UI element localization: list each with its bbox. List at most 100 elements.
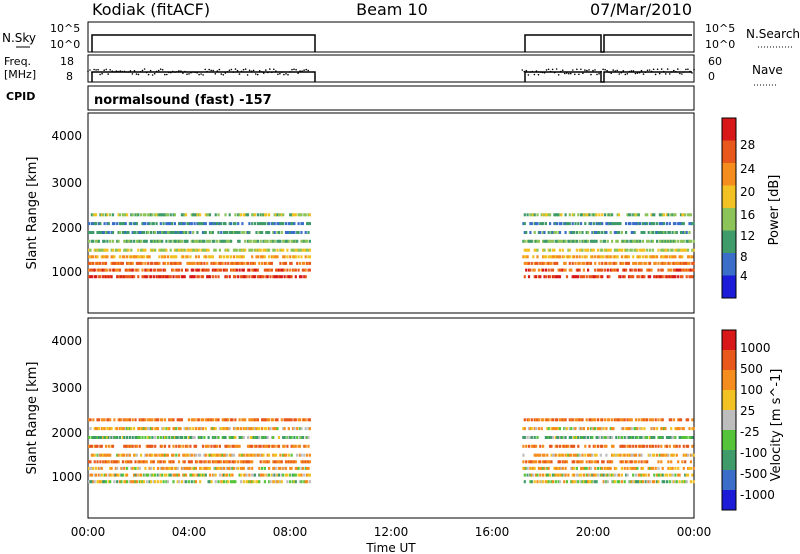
velocity-marks-cell: [204, 418, 207, 422]
velocity-marks-cell: [152, 473, 155, 477]
velocity-marks-cell: [665, 453, 669, 457]
velocity-marks-cell: [211, 418, 214, 422]
velocity-marks-cell: [560, 436, 563, 439]
power-marks-cell: [629, 222, 632, 226]
power-marks-cell: [671, 255, 674, 259]
velocity-marks-cell: [671, 480, 674, 484]
power-marks-cell: [612, 222, 615, 226]
velocity-marks-cell: [634, 427, 638, 431]
power-marks-cell: [111, 222, 115, 226]
velocity-marks-cell: [668, 418, 671, 422]
velocity-marks-cell: [565, 460, 569, 464]
power-marks-cell: [663, 248, 666, 252]
power-marks-cell: [603, 248, 607, 252]
power-marks-cell: [575, 231, 578, 234]
power-marks-cell: [679, 261, 683, 265]
power-marks-cell: [234, 275, 237, 279]
power-marks-cell: [89, 255, 92, 259]
freq-dot: [125, 71, 128, 73]
power-marks-cell: [594, 213, 597, 217]
power-marks-cell: [225, 255, 228, 259]
velocity-marks-cell: [207, 466, 210, 470]
power-marks-cell: [137, 248, 140, 252]
freq-dot: [157, 69, 160, 72]
power-marks-cell: [629, 268, 632, 272]
velocity-marks-cell: [214, 473, 217, 477]
power-colorbar-swatch: [722, 253, 736, 276]
x-axis: 00:00 04:00 08:00 12:00 16:00 20:00 00:0…: [71, 525, 712, 554]
power-marks-cell: [155, 222, 158, 226]
power-marks-cell: [162, 255, 165, 259]
velocity-marks-cell: [601, 436, 604, 439]
power-marks-cell: [685, 275, 688, 279]
freq-dot: [200, 73, 202, 75]
power-marks-cell: [171, 261, 174, 265]
velocity-marks-cell: [208, 460, 212, 464]
velocity-marks-cell: [539, 453, 542, 457]
power-marks-cell: [300, 213, 303, 217]
freq-dot: [119, 70, 122, 72]
power-marks-cell: [128, 222, 131, 226]
power-marks-cell: [124, 239, 127, 243]
power-marks-cell: [126, 261, 129, 265]
power-colorbar: [721, 117, 737, 299]
power-marks-cell: [284, 239, 288, 243]
power-marks-cell: [142, 231, 145, 234]
power-marks-cell: [235, 248, 238, 252]
power-marks-cell: [684, 268, 687, 272]
velocity-marks-cell: [634, 466, 638, 470]
velocity-marks-cell: [522, 427, 525, 431]
power-marks-cell: [585, 248, 588, 252]
power-marks-cell: [692, 268, 695, 272]
power-marks-cell: [578, 248, 581, 252]
velocity-ytick-4000: 4000: [51, 334, 82, 348]
power-marks-cell: [533, 261, 536, 265]
velocity-marks-cell: [287, 427, 290, 431]
velocity-marks-cell: [627, 444, 631, 448]
power-marks-cell: [685, 248, 688, 252]
velocity-marks-cell: [113, 460, 116, 464]
velocity-marks-cell: [95, 427, 98, 431]
power-marks-cell: [547, 275, 550, 279]
power-marks-cell: [646, 255, 649, 259]
power-marks-cell: [104, 248, 108, 252]
velocity-marks-cell: [523, 480, 526, 484]
velocity-marks-cell: [574, 436, 577, 439]
power-marks-cell: [582, 213, 585, 217]
velocity-marks-cell: [194, 444, 198, 448]
velocity-marks-cell: [103, 427, 106, 431]
velocity-marks-cell: [670, 427, 673, 431]
velocity-marks-cell: [228, 453, 231, 457]
velocity-marks-cell: [644, 418, 647, 422]
velocity-marks-cell: [537, 427, 540, 431]
velocity-marks-cell: [224, 418, 227, 422]
velocity-marks-cell: [223, 436, 226, 439]
power-marks-cell: [173, 261, 176, 265]
velocity-marks-cell: [107, 436, 110, 439]
velocity-marks-cell: [145, 427, 148, 431]
velocity-marks-cell: [256, 480, 259, 484]
velocity-marks-cell: [239, 460, 243, 464]
power-marks-cell: [90, 222, 93, 226]
freq-dot: [610, 72, 612, 75]
velocity-marks-cell: [537, 453, 540, 457]
power-marks-cell: [179, 248, 182, 252]
velocity-marks-cell: [246, 427, 250, 431]
freq-dot: [238, 73, 241, 75]
power-marks-cell: [307, 248, 310, 252]
velocity-marks-cell: [300, 453, 303, 457]
power-marks-cell: [118, 261, 122, 265]
velocity-marks-cell: [213, 436, 216, 439]
power-marks-cell: [554, 255, 557, 259]
power-marks-cell: [601, 275, 604, 279]
power-marks-cell: [656, 231, 659, 234]
velocity-marks-cell: [564, 453, 567, 457]
power-marks-cell: [90, 255, 93, 259]
velocity-marks-cell: [681, 480, 684, 484]
noise-left-label: N.Sky: [2, 31, 36, 45]
velocity-marks-cell: [116, 473, 119, 477]
velocity-marks-cell: [149, 466, 153, 470]
velocity-marks-cell: [183, 427, 186, 431]
power-marks-cell: [290, 222, 293, 226]
freq-dot: [97, 68, 99, 71]
